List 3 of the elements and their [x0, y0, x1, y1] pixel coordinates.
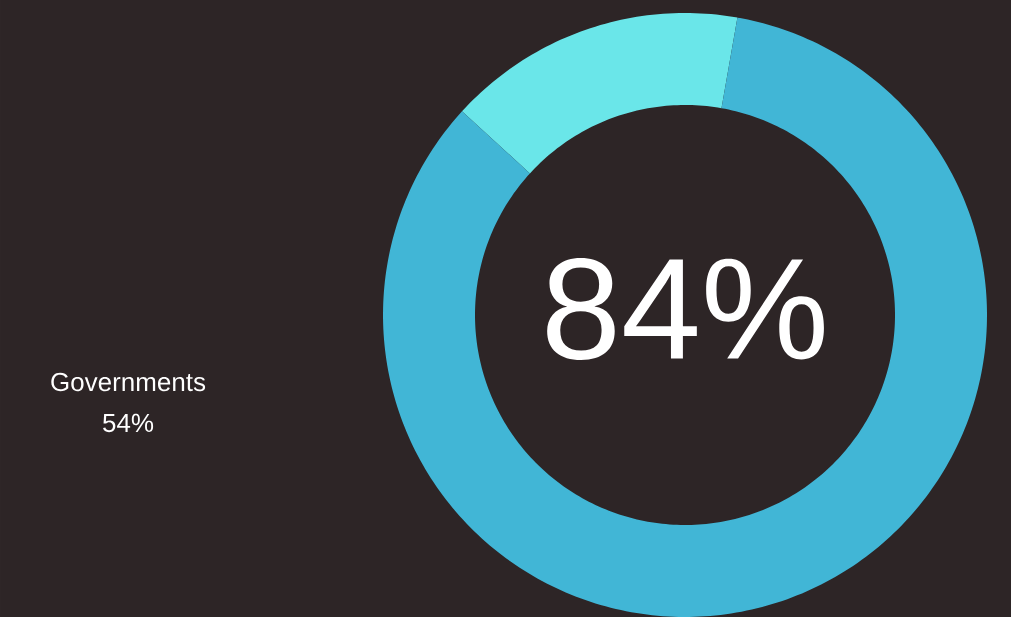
text: 54%	[103, 413, 154, 433]
data-label: 84%	[547, 258, 824, 360]
text: Governments	[51, 372, 206, 392]
